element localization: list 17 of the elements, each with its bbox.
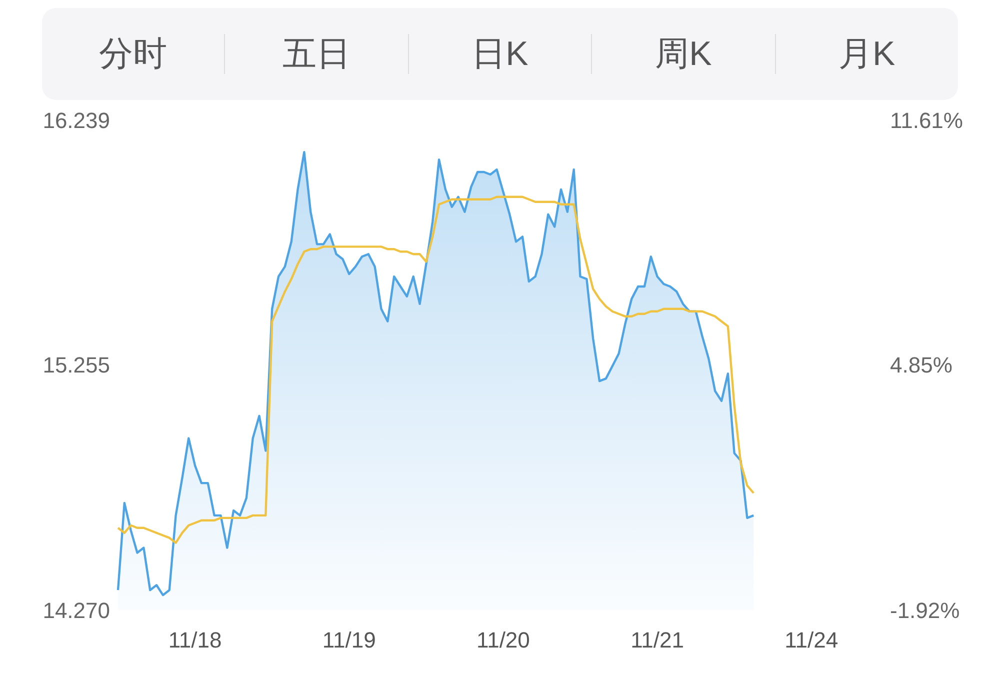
text: 日K bbox=[408, 34, 592, 74]
y-tick-label: 15.255 bbox=[42, 352, 110, 378]
line-series bbox=[116, 196, 755, 544]
x-tick-label: 11/21 bbox=[630, 628, 684, 653]
text: 周K bbox=[591, 34, 775, 74]
y-tick-label: 16.239 bbox=[42, 108, 110, 133]
y2-tick-label: 4.85% bbox=[890, 352, 952, 378]
text: 五日 bbox=[224, 34, 408, 74]
y-tick-label: 14.270 bbox=[42, 598, 110, 623]
text: 分时 bbox=[98, 34, 168, 74]
text: 月K bbox=[774, 34, 958, 74]
x-tick-label: 11/18 bbox=[168, 628, 222, 653]
y2-tick-label: 11.61% bbox=[890, 108, 963, 133]
x-tick-label: 11/24 bbox=[784, 628, 838, 653]
x-tick-label: 11/19 bbox=[322, 628, 376, 653]
y2-tick-label: -1.92% bbox=[890, 598, 960, 623]
x-tick-label: 11/20 bbox=[476, 628, 530, 653]
